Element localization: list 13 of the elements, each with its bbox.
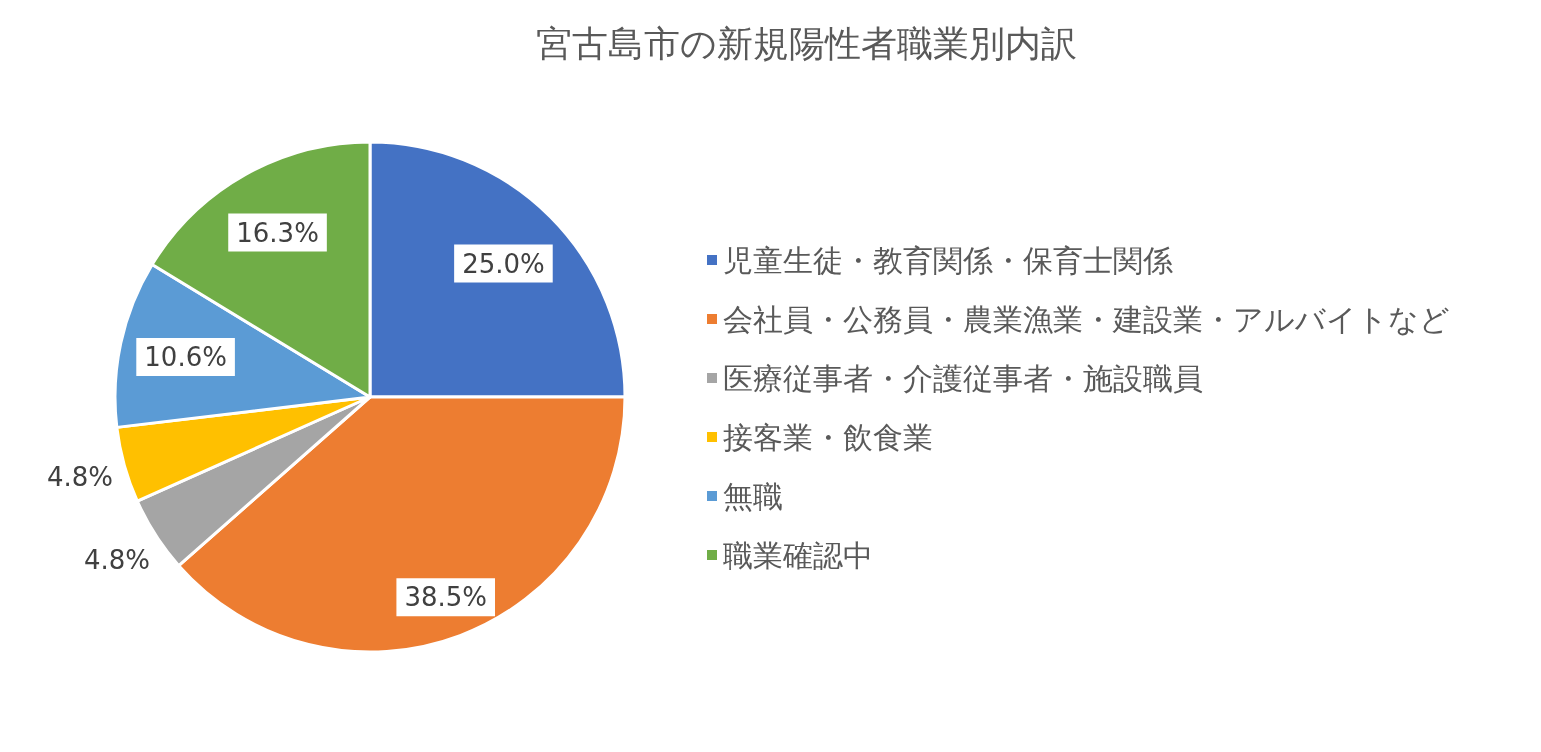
legend-label: 医療従事者・介護従事者・施設職員 — [723, 360, 1203, 396]
data-label: 25.0% — [462, 248, 545, 279]
legend-label: 接客業・飲食業 — [723, 419, 933, 455]
data-label: 4.8% — [83, 544, 150, 575]
data-label: 38.5% — [404, 582, 488, 613]
data-label: 10.6% — [144, 341, 227, 372]
data-label: 4.8% — [46, 462, 114, 493]
chart-title: 宮古島市の新規陽性者職業別内訳 — [535, 22, 1077, 64]
data-label: 16.3% — [236, 217, 319, 248]
legend-label: 児童生徒・教育関係・保育士関係 — [723, 242, 1173, 278]
legend-label: 無職 — [723, 478, 783, 514]
legend-label: 会社員・公務員・農業漁業・建設業・アルバイトなど — [723, 301, 1450, 337]
legend-label: 職業確認中 — [723, 537, 873, 573]
